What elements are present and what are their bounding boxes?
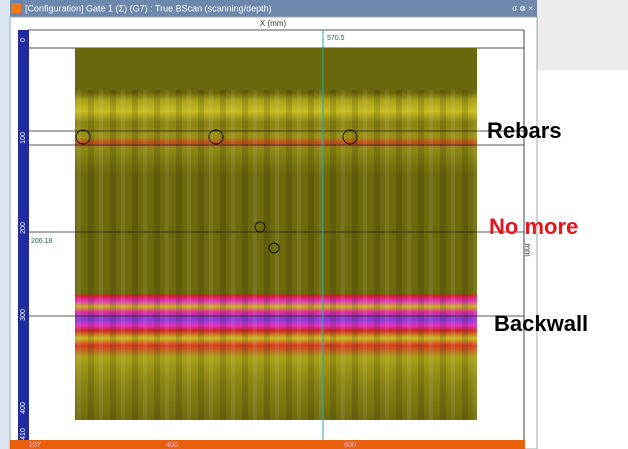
depth-tick: 410	[20, 428, 27, 440]
cursor-y-label: 206.18	[31, 238, 53, 245]
x-axis-label: X (mm)	[260, 19, 287, 28]
window-icon	[12, 3, 21, 13]
depth-tick: 200	[20, 222, 27, 234]
scan-tick: 400	[166, 442, 178, 449]
side-panel	[537, 0, 628, 70]
depth-tick: 300	[20, 309, 27, 321]
depth-tick: 0	[20, 38, 27, 42]
y-unit: mm	[523, 243, 532, 257]
cursor-x-label: 570.5	[327, 35, 345, 42]
depth-tick: 100	[20, 132, 27, 144]
depth-tick: 400	[20, 402, 27, 414]
annotation: No more	[489, 214, 578, 239]
screenshot: [Configuration] Gate 1 (Σ) (G7) : True B…	[0, 0, 628, 449]
window-controls[interactable]: σ ⊗ ×	[512, 4, 533, 13]
scan-ruler	[10, 440, 525, 449]
annotation: Backwall	[494, 311, 588, 336]
depth-ruler	[18, 30, 29, 440]
annotation: Rebars	[487, 118, 562, 143]
bscan-texture	[75, 90, 477, 420]
side-panel	[0, 0, 10, 449]
window-title: [Configuration] Gate 1 (Σ) (G7) : True B…	[25, 3, 272, 13]
page: {"window": {"title": "[Configuration] Ga…	[0, 0, 628, 449]
scan-tick: 600	[344, 442, 356, 449]
scan-tick: 237	[29, 442, 41, 449]
